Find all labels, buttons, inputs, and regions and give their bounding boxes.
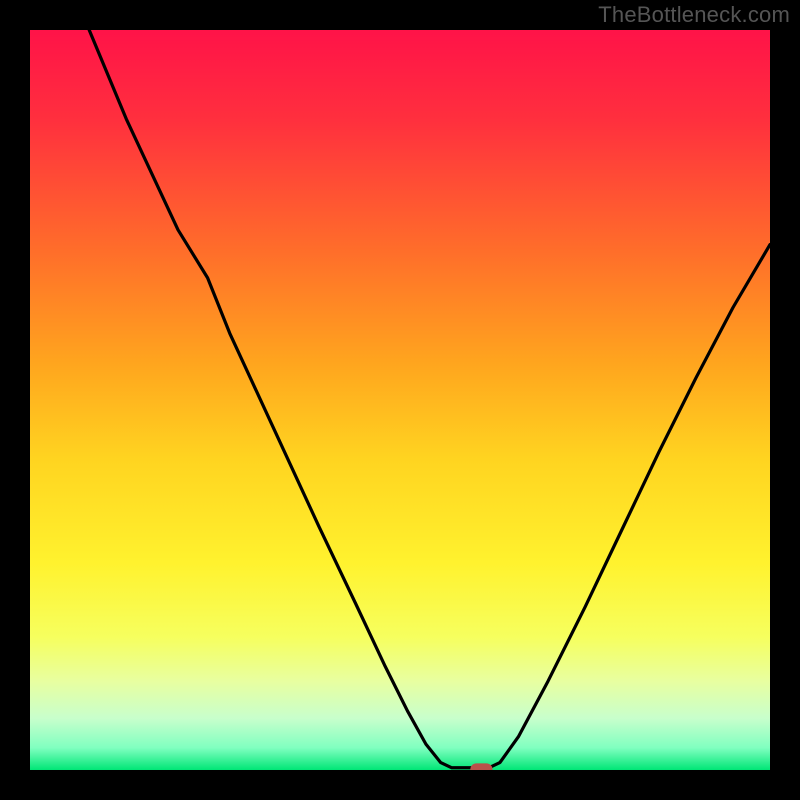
frame-right	[770, 0, 800, 800]
frame-bottom	[0, 770, 800, 800]
frame-left	[0, 0, 30, 800]
watermark-text: TheBottleneck.com	[598, 2, 790, 28]
plot-background	[30, 30, 770, 770]
chart-wrapper: TheBottleneck.com	[0, 0, 800, 800]
bottleneck-chart	[0, 0, 800, 800]
